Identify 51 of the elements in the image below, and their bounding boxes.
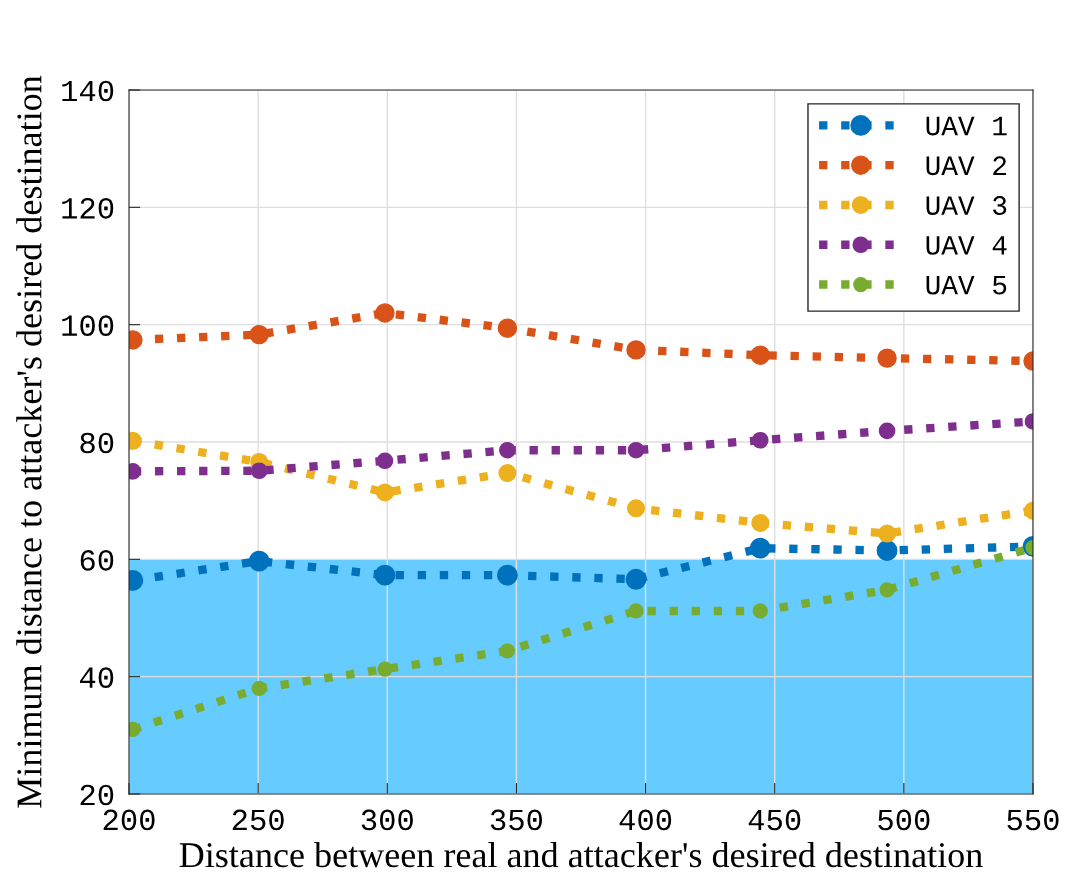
point xyxy=(627,441,645,459)
point xyxy=(750,345,770,365)
y-tick-label: 80 xyxy=(80,432,114,454)
y-axis-title: Minimum distance to attacker's desired destination xyxy=(16,75,42,808)
legend-label: UAV 5 xyxy=(926,275,1007,295)
x-tick-label: 450 xyxy=(748,809,801,831)
point xyxy=(497,318,518,338)
point xyxy=(877,348,897,368)
point xyxy=(879,582,895,598)
x-tick-label: 500 xyxy=(878,809,930,831)
point xyxy=(375,483,394,502)
point xyxy=(625,568,647,590)
point xyxy=(498,464,517,483)
y-tick-label: 20 xyxy=(80,784,114,806)
y-tick-label: 120 xyxy=(62,197,114,219)
point xyxy=(628,603,644,619)
point xyxy=(249,324,269,345)
point xyxy=(626,340,646,360)
legend-label: UAV 4 xyxy=(926,236,1007,255)
y-tick-label: 40 xyxy=(79,667,114,689)
x-tick-label: 300 xyxy=(361,809,413,831)
point xyxy=(499,643,516,659)
legend-label: UAV 3 xyxy=(926,196,1007,215)
x-tick-label: 200 xyxy=(103,809,155,831)
legend-label: UAV 1 xyxy=(926,116,1007,136)
y-tick-label: 100 xyxy=(62,315,114,337)
point xyxy=(751,513,770,532)
point xyxy=(749,537,771,559)
x-axis-title: Distance between real and attacker's desired destination xyxy=(179,841,983,868)
x-tick-label: 350 xyxy=(490,809,543,831)
x-tick-label: 400 xyxy=(619,809,672,831)
point xyxy=(374,564,396,586)
point xyxy=(376,452,394,470)
point xyxy=(248,550,270,572)
point xyxy=(496,564,518,586)
point xyxy=(251,680,267,697)
x-tick-label: 250 xyxy=(232,809,284,831)
point xyxy=(878,524,897,543)
x-tick-label: 550 xyxy=(1007,809,1059,831)
point xyxy=(375,303,395,323)
legend-label: UAV 2 xyxy=(926,156,1007,176)
point xyxy=(878,422,896,440)
point xyxy=(377,661,393,677)
point xyxy=(751,431,769,449)
point xyxy=(876,540,898,561)
y-tick-label: 60 xyxy=(80,549,114,571)
y-tick-label: 140 xyxy=(62,80,114,102)
point xyxy=(250,462,268,480)
point xyxy=(499,441,516,459)
point xyxy=(752,603,768,619)
point xyxy=(626,499,646,518)
